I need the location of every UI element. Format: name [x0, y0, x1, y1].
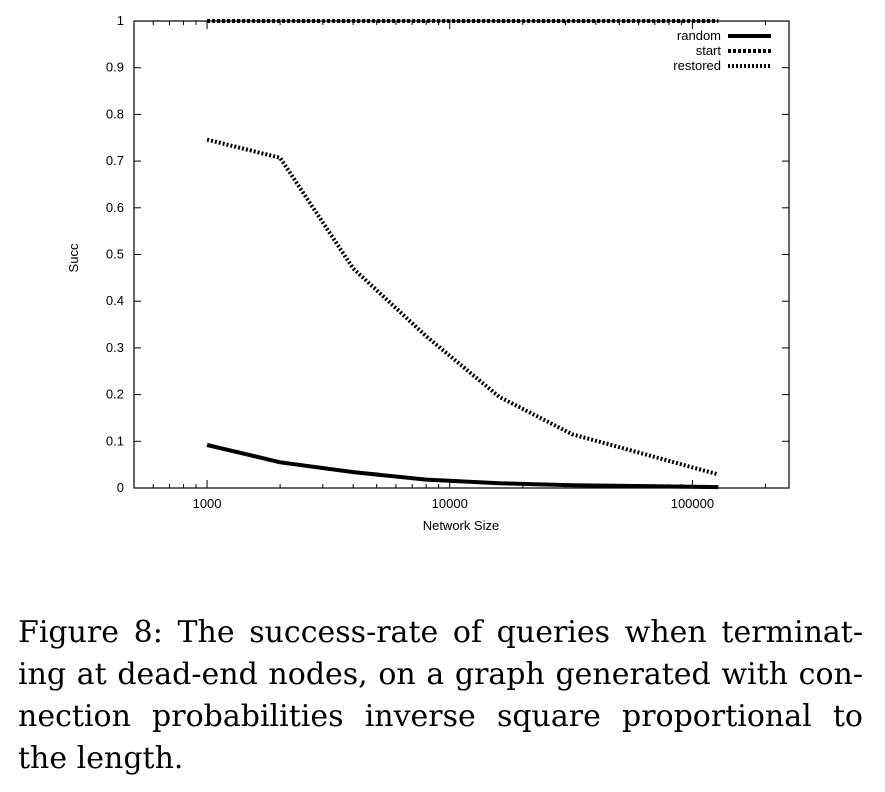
y-tick-label: 0.4 — [106, 293, 124, 308]
y-tick-label: 0.2 — [106, 387, 124, 402]
series-layer — [206, 19, 719, 490]
y-axis-label: Succ — [66, 243, 81, 272]
y-tick-label: 0.9 — [106, 60, 124, 75]
y-tick-label: 0.7 — [106, 153, 124, 168]
x-axis-label: Network Size — [423, 518, 500, 533]
x-tick-label: 10000 — [432, 496, 468, 511]
axes: 0 0.1 0.2 0.3 0.4 0.5 0.6 0.7 0.8 0.9 1 1000 10000 10… — [106, 13, 790, 511]
x-tick-label: 1000 — [193, 496, 222, 511]
figure-caption: Figure 8: The success-rate of queries wh… — [18, 615, 863, 776]
y-tick-label: 0.8 — [106, 106, 124, 121]
x-tick-label: 100000 — [671, 496, 714, 511]
legend-label: restored — [673, 58, 721, 73]
legend-label: start — [696, 43, 722, 58]
y-tick-label: 0.3 — [106, 340, 124, 355]
chart: 0 0.1 0.2 0.3 0.4 0.5 0.6 0.7 0.8 0.9 1 1000 10000 10… — [66, 13, 790, 533]
y-tick-label: 0.5 — [106, 247, 124, 262]
series-line-restored — [206, 137, 719, 477]
plot-frame — [133, 20, 790, 489]
y-tick-label: 0.6 — [106, 200, 124, 215]
series-line-random — [206, 443, 719, 490]
y-tick-label: 0 — [117, 480, 124, 495]
y-tick-label: 0.1 — [106, 433, 124, 448]
y-tick-label: 1 — [117, 13, 124, 28]
legend-label: random — [677, 28, 721, 43]
